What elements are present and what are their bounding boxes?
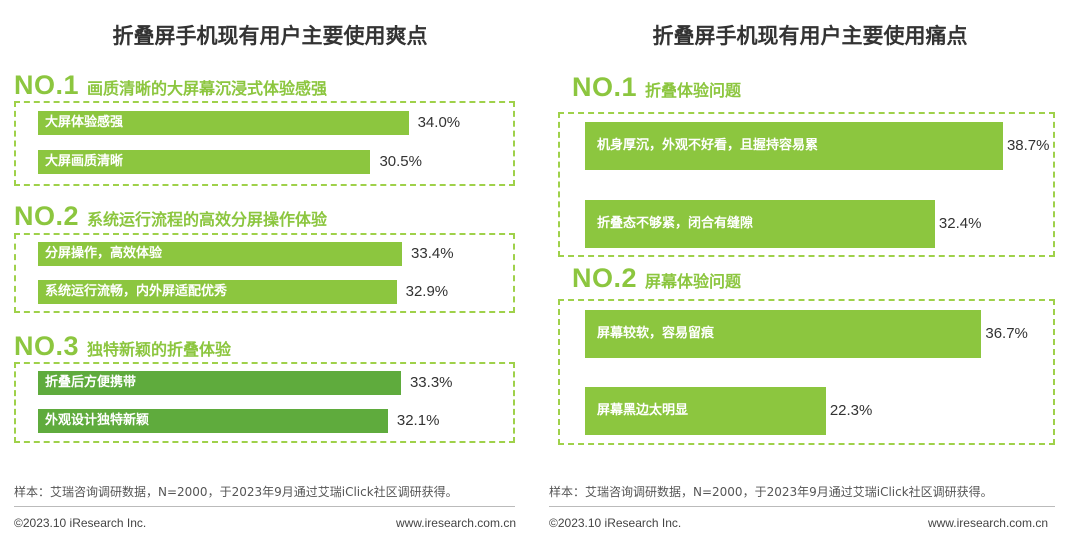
right-sample-note: 样本：艾瑞咨询调研数据，N=2000，于2023年9月通过艾瑞iClick社区调…: [549, 485, 993, 499]
right-panel: 折叠屏手机现有用户主要使用痛点 NO.1 折叠体验问题 NO.2 屏幕体验问题 …: [540, 0, 1080, 538]
left-bar-4: 系统运行流畅，内外屏适配优秀: [38, 280, 397, 304]
right-bar-3: 屏幕较软，容易留痕: [585, 310, 982, 358]
left-section-3-box: [14, 362, 515, 443]
left-bar-1: 大屏体验感强: [38, 111, 409, 135]
left-section-1-title: 画质清晰的大屏幕沉浸式体验感强: [87, 79, 328, 98]
right-section-2-title: 屏幕体验问题: [645, 272, 742, 291]
left-section-2-header: NO.2 系统运行流程的高效分屏操作体验: [14, 201, 327, 232]
right-copyright: ©2023.10 iResearch Inc.: [549, 516, 682, 530]
left-website: www.iresearch.com.cn: [395, 516, 516, 530]
left-bar-value-3: 33.4%: [411, 245, 454, 262]
left-bar-2: 大屏画质清晰: [38, 150, 371, 174]
left-bar-value-1: 34.0%: [417, 114, 461, 131]
right-chart-title: 折叠屏手机现有用户主要使用痛点: [652, 24, 968, 48]
right-bar-value-1: 38.7%: [1006, 137, 1050, 154]
left-copyright: ©2023.10 iResearch Inc.: [14, 516, 147, 530]
right-section-2-rank: NO.2: [572, 263, 638, 293]
left-bar-value-5: 33.3%: [409, 374, 453, 391]
left-section-2-box: [14, 233, 515, 313]
left-panel: 折叠屏手机现有用户主要使用爽点 NO.1 画质清晰的大屏幕沉浸式体验感强 NO.…: [14, 24, 516, 530]
right-section-1-title: 折叠体验问题: [645, 81, 742, 100]
left-section-1-rank: NO.1: [14, 70, 80, 100]
right-section-2-header: NO.2 屏幕体验问题: [572, 263, 741, 294]
right-bar-value-4: 22.3%: [829, 402, 873, 419]
right-section-1-rank: NO.1: [572, 72, 638, 102]
right-section-1-header: NO.1 折叠体验问题: [572, 72, 741, 103]
left-section-2-rank: NO.2: [14, 201, 80, 231]
left-section-1-header: NO.1 画质清晰的大屏幕沉浸式体验感强: [14, 70, 327, 101]
left-bar-value-6: 32.1%: [396, 412, 440, 429]
right-footer-divider: [549, 506, 1055, 507]
left-bar-value-2: 30.5%: [379, 153, 422, 170]
left-section-3-header: NO.3 独特新颖的折叠体验: [14, 331, 231, 362]
right-bar-4: 屏幕黑边太明显: [585, 387, 826, 435]
left-bar-6: 外观设计独特新颖: [38, 409, 388, 433]
left-section-2-title: 系统运行流程的高效分屏操作体验: [87, 210, 328, 229]
right-bar-2: 折叠态不够紧，闭合有缝隙: [585, 200, 935, 248]
right-bar-value-3: 36.7%: [985, 325, 1028, 342]
left-bar-value-4: 32.9%: [405, 283, 449, 300]
right-section-2-box: [558, 299, 1055, 445]
right-website: www.iresearch.com.cn: [927, 516, 1048, 530]
left-chart-title: 折叠屏手机现有用户主要使用爽点: [112, 24, 428, 48]
left-footer-divider: [14, 506, 515, 507]
right-section-1-box: [558, 112, 1055, 257]
left-bar-3: 分屏操作，高效体验: [38, 242, 403, 266]
left-bar-5: 折叠后方便携带: [38, 371, 401, 395]
left-section-3-title: 独特新颖的折叠体验: [87, 340, 232, 359]
left-section-1-box: [14, 101, 515, 186]
left-sample-note: 样本：艾瑞咨询调研数据，N=2000，于2023年9月通过艾瑞iClick社区调…: [14, 485, 458, 499]
left-section-3-rank: NO.3: [14, 331, 80, 361]
right-bar-value-2: 32.4%: [938, 215, 982, 232]
right-bar-1: 机身厚沉，外观不好看，且握持容易累: [585, 122, 1003, 170]
